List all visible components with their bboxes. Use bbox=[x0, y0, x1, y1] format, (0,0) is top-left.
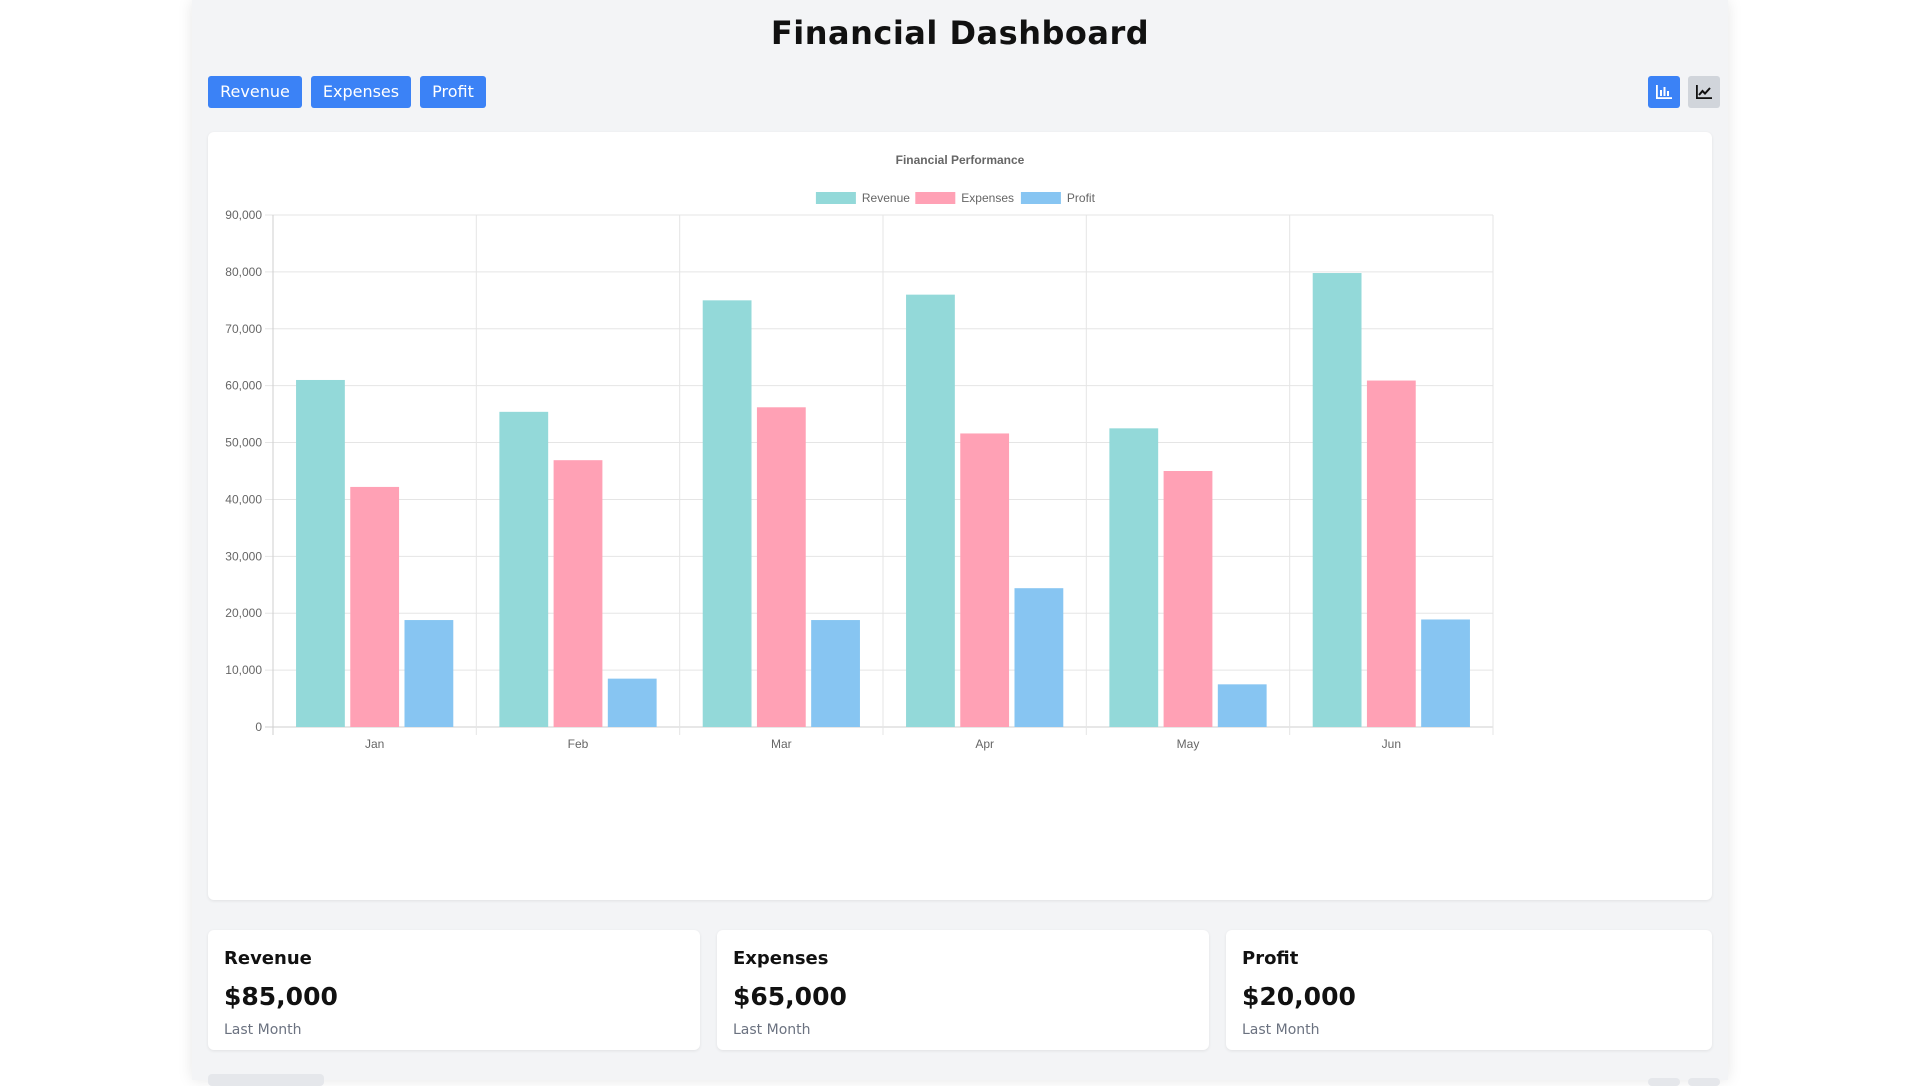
summary-title: Profit bbox=[1242, 948, 1299, 969]
summary-card-expenses: Expenses $65,000 Last Month bbox=[717, 930, 1209, 1050]
x-tick-label: Mar bbox=[771, 737, 792, 751]
partial-button-placeholder bbox=[208, 1074, 324, 1086]
bar-revenue-jan bbox=[296, 379, 345, 727]
x-tick-label: Jan bbox=[365, 737, 384, 751]
bar-profit-jun bbox=[1421, 619, 1470, 727]
bar-profit-may bbox=[1217, 684, 1267, 727]
y-tick-label: 70,000 bbox=[225, 322, 262, 336]
bar-expenses-feb bbox=[553, 460, 603, 727]
legend-label: Expenses bbox=[961, 191, 1014, 205]
bar-expenses-jun bbox=[1366, 380, 1416, 727]
summary-title: Expenses bbox=[733, 948, 829, 969]
financial-performance-chart: Financial Performance Revenue Expenses Prof… bbox=[225, 153, 1494, 751]
bar-expenses-may bbox=[1163, 471, 1213, 727]
summary-period: Last Month bbox=[224, 1022, 302, 1038]
bar-expenses-jan bbox=[350, 486, 400, 727]
summary-value: $65,000 bbox=[733, 982, 847, 1011]
bar-revenue-may bbox=[1109, 428, 1159, 727]
x-tick-label: Feb bbox=[568, 737, 589, 751]
partial-icon-button-placeholder bbox=[1688, 1078, 1720, 1086]
partial-icon-button-placeholder bbox=[1648, 1078, 1680, 1086]
bar-revenue-apr bbox=[906, 294, 955, 727]
page-title: Financial Dashboard bbox=[770, 14, 1150, 52]
y-tick-label: 0 bbox=[255, 720, 262, 734]
y-tick-label: 60,000 bbox=[225, 379, 262, 393]
summary-card-profit: Profit $20,000 Last Month bbox=[1226, 930, 1712, 1050]
bar-revenue-mar bbox=[702, 300, 752, 727]
chart-panel: Financial Performance Revenue Expenses Prof… bbox=[208, 132, 1712, 900]
bar-chart-button[interactable] bbox=[1648, 76, 1680, 108]
legend-swatch bbox=[1020, 192, 1061, 204]
bar-profit-jan bbox=[404, 620, 454, 727]
x-tick-label: Apr bbox=[975, 737, 994, 751]
y-tick-label: 80,000 bbox=[225, 265, 262, 279]
y-tick-label: 30,000 bbox=[225, 549, 262, 563]
dashboard-shell: Financial Dashboard Revenue Expenses Pro… bbox=[192, 0, 1728, 1086]
legend-label: Profit bbox=[1067, 191, 1096, 205]
chart-title: Financial Performance bbox=[896, 153, 1025, 167]
bar-expenses-mar bbox=[756, 407, 806, 727]
legend-swatch bbox=[915, 192, 956, 204]
summary-period: Last Month bbox=[733, 1022, 811, 1038]
summary-period: Last Month bbox=[1242, 1022, 1320, 1038]
summary-value: $20,000 bbox=[1242, 982, 1356, 1011]
bar-expenses-apr bbox=[960, 433, 1010, 727]
y-tick-label: 40,000 bbox=[225, 492, 262, 506]
y-tick-label: 50,000 bbox=[225, 436, 262, 450]
x-tick-label: Jun bbox=[1382, 737, 1401, 751]
profit-button[interactable]: Profit bbox=[420, 76, 486, 108]
summary-title: Revenue bbox=[224, 948, 312, 969]
revenue-button[interactable]: Revenue bbox=[208, 76, 302, 108]
line-chart-button[interactable] bbox=[1688, 76, 1720, 108]
legend-label: Revenue bbox=[862, 191, 910, 205]
expenses-button[interactable]: Expenses bbox=[311, 76, 411, 108]
bar-chart-icon bbox=[1656, 85, 1672, 99]
summary-card-revenue: Revenue $85,000 Last Month bbox=[208, 930, 700, 1050]
bar-profit-feb bbox=[607, 678, 657, 727]
summary-value: $85,000 bbox=[224, 982, 338, 1011]
bar-revenue-jun bbox=[1312, 273, 1362, 727]
line-chart-icon bbox=[1696, 85, 1712, 99]
bar-revenue-feb bbox=[499, 411, 549, 727]
bar-profit-mar bbox=[811, 620, 860, 727]
y-tick-label: 90,000 bbox=[225, 208, 262, 222]
y-tick-label: 10,000 bbox=[225, 663, 262, 677]
y-tick-label: 20,000 bbox=[225, 606, 262, 620]
legend-swatch bbox=[815, 192, 856, 204]
x-tick-label: May bbox=[1177, 737, 1200, 751]
bar-profit-apr bbox=[1014, 588, 1064, 727]
